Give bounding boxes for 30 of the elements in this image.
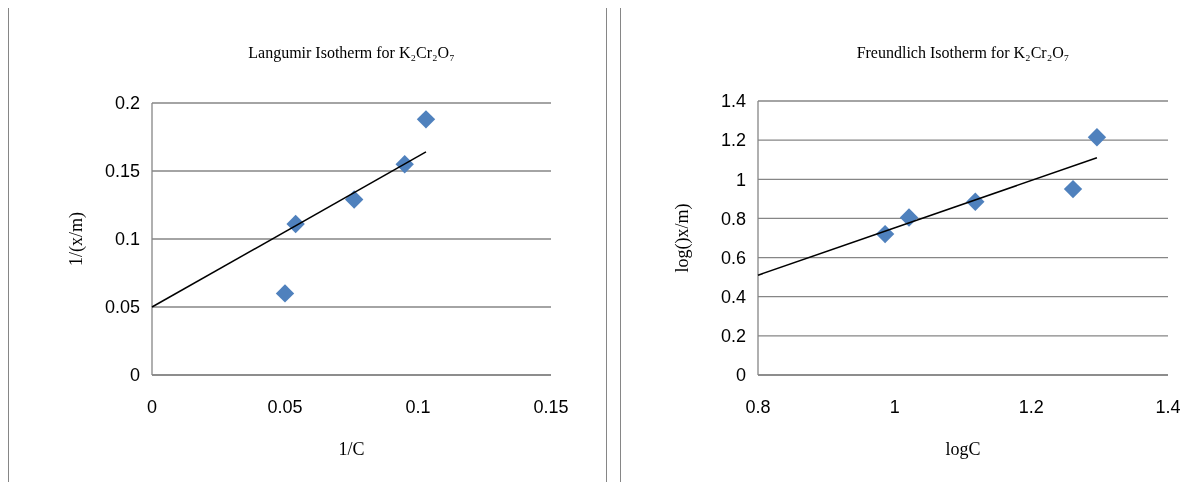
y-tick-label: 0.4 [720,287,746,308]
y-tick-label: 1.2 [720,130,746,151]
y-tick-label: 1 [735,169,746,190]
y-tick-label: 0 [129,365,140,386]
x-tick-label: 0 [146,397,158,417]
x-tick-label: 1.4 [1155,397,1181,417]
y-tick-label: 0.1 [114,229,140,250]
point [416,110,436,129]
x-axis-title: 1/C [338,439,365,459]
x-axis-title: logC [945,439,981,459]
x-tick-label: 0.15 [533,397,569,417]
x-tick-label: 0.05 [267,397,303,417]
y-tick-label: 0.15 [104,161,140,182]
point [1087,128,1107,147]
y-tick-label: 0.2 [720,326,746,347]
y-axis-title: log()x/m) [672,203,693,273]
x-tick-label: 1.2 [1018,397,1044,417]
y-tick-label: 0.2 [114,93,140,114]
y-tick-label: 0.05 [104,297,140,318]
point [275,284,295,303]
x-tick-label: 0.1 [405,397,431,417]
y-tick-label: 1.4 [720,91,746,112]
x-tick-label: 1 [889,397,900,417]
chart-title: Langumir Isotherm for K₂Cr₂O₇ [248,44,455,62]
y-tick-label: 0.8 [720,208,746,229]
y-axis-title: 1/(x/m) [66,212,87,266]
y-tick-label: 0.6 [720,247,746,268]
chart-title: Freundlich Isotherm for K₂Cr₂O₇ [856,44,1070,61]
y-tick-label: 0 [735,365,746,386]
point [1063,179,1083,199]
